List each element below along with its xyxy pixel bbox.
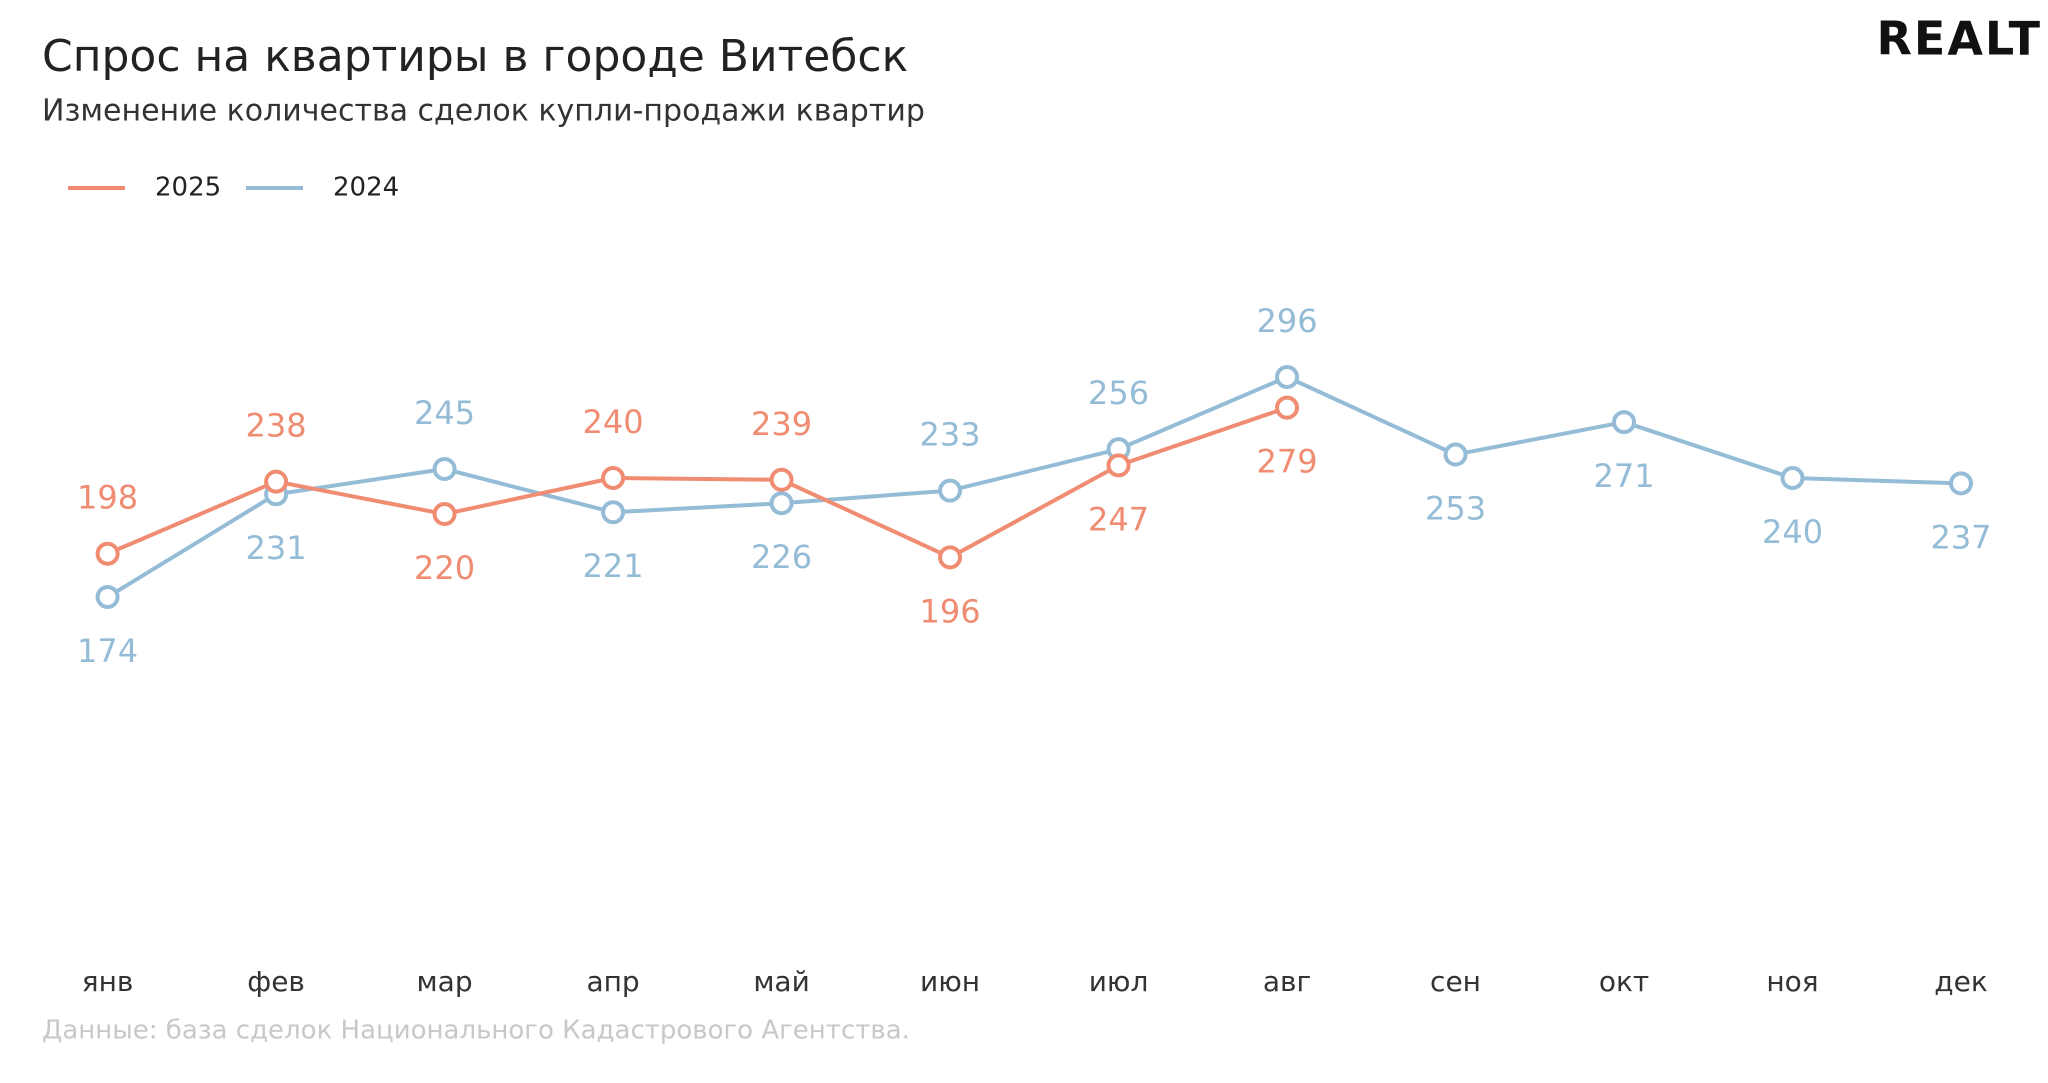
- data-label: 279: [1256, 443, 1317, 481]
- data-label: 226: [751, 538, 812, 576]
- data-point: [769, 467, 794, 492]
- x-tick-label: янв: [82, 965, 134, 998]
- data-label: 198: [77, 479, 138, 517]
- data-label: 221: [583, 547, 644, 585]
- data-point: [769, 491, 794, 516]
- data-label: 220: [414, 549, 475, 587]
- data-point: [1443, 442, 1468, 467]
- data-label: 231: [246, 529, 307, 567]
- legend-label: 2024: [333, 173, 399, 203]
- x-tick-label: дек: [1934, 965, 1988, 998]
- data-point: [1275, 365, 1300, 389]
- data-point: [95, 585, 120, 609]
- x-tick-label: июн: [920, 965, 980, 998]
- data-label: 253: [1425, 490, 1486, 528]
- x-tick-label: апр: [586, 965, 639, 998]
- x-tick-label: сен: [1430, 965, 1481, 998]
- x-tick-label: фев: [247, 965, 305, 998]
- data-point: [938, 545, 963, 570]
- series-line: [106, 375, 1962, 599]
- legend-label: 2025: [155, 173, 221, 203]
- data-point: [264, 469, 289, 494]
- data-label: 247: [1088, 500, 1149, 538]
- data-label: 240: [583, 403, 644, 441]
- data-point: [1275, 395, 1300, 420]
- data-label: 196: [920, 592, 981, 630]
- data-label: 174: [77, 632, 138, 670]
- data-label: 296: [1256, 302, 1317, 340]
- data-point: [1612, 410, 1637, 435]
- x-tick-label: мар: [417, 965, 473, 998]
- x-tick-label: июл: [1089, 965, 1149, 998]
- data-point: [95, 541, 120, 566]
- x-tick-label: окт: [1599, 965, 1649, 998]
- source-note: Данные: база сделок Национального Кадаст…: [42, 1016, 910, 1046]
- data-point: [601, 465, 626, 490]
- data-label: 256: [1088, 374, 1149, 412]
- x-tick-label: май: [753, 965, 809, 998]
- data-label: 237: [1930, 518, 1991, 556]
- x-tick-label: авг: [1263, 965, 1311, 998]
- data-point: [1949, 471, 1973, 496]
- logo: REALT: [1876, 12, 2042, 66]
- series-line: [106, 405, 1288, 560]
- data-point: [1106, 453, 1131, 478]
- chart-title: Спрос на квартиры в городе Витебск: [42, 31, 908, 82]
- chart-subtitle: Изменение количества сделок купли-продаж…: [42, 94, 925, 129]
- data-point: [938, 478, 963, 503]
- data-point: [1780, 465, 1805, 490]
- data-label: 238: [246, 407, 307, 445]
- data-point: [432, 456, 457, 481]
- data-label: 233: [920, 416, 981, 454]
- x-tick-label: ноя: [1766, 965, 1818, 998]
- data-point: [601, 500, 626, 525]
- data-label: 239: [751, 405, 812, 443]
- data-label: 245: [414, 394, 475, 432]
- data-label: 240: [1762, 513, 1823, 551]
- data-label: 271: [1593, 457, 1654, 495]
- data-point: [432, 502, 457, 527]
